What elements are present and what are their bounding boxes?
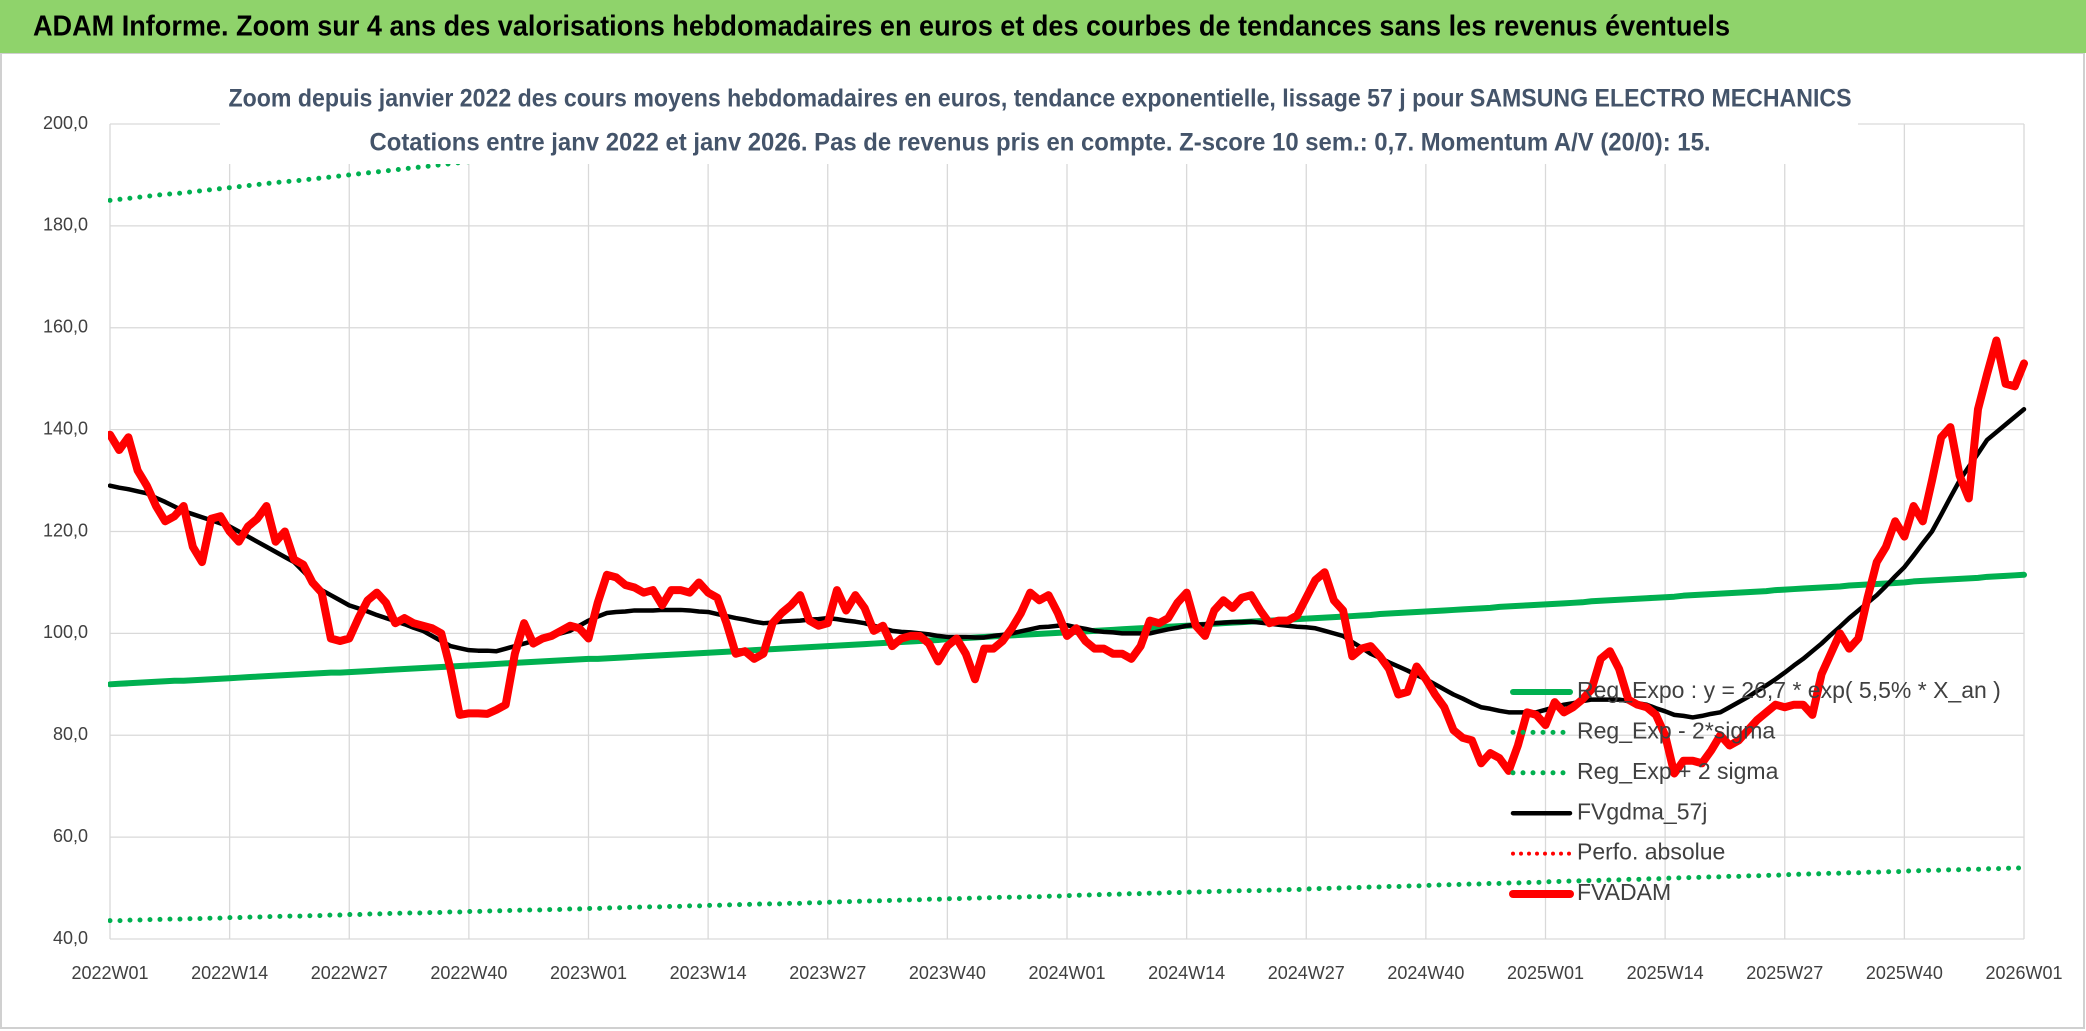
header-title: ADAM Informe. Zoom sur 4 ans des valoris… — [33, 11, 1730, 43]
y-tick-label: 200,0 — [43, 113, 88, 133]
legend-label: Perfo. absolue — [1577, 839, 1725, 865]
chart-title: Zoom depuis janvier 2022 des cours moyen… — [229, 85, 1852, 113]
x-tick-label: 2023W27 — [789, 963, 866, 983]
x-tick-label: 2023W01 — [550, 963, 627, 983]
x-tick-label: 2022W01 — [71, 963, 148, 983]
series-line — [108, 336, 2028, 778]
x-tick-label: 2024W01 — [1028, 963, 1105, 983]
x-tick-label: 2025W27 — [1746, 963, 1823, 983]
x-tick-label: 2024W27 — [1268, 963, 1345, 983]
x-tick-label: 2022W27 — [311, 963, 388, 983]
x-tick-label: 2026W01 — [1985, 963, 2062, 983]
legend-label: FVADAM — [1577, 879, 1671, 905]
x-tick-label: 2025W40 — [1866, 963, 1943, 983]
x-tick-label: 2023W40 — [909, 963, 986, 983]
y-tick-label: 40,0 — [53, 928, 88, 948]
y-tick-label: 160,0 — [43, 317, 88, 337]
legend-label: FVgdma_57j — [1577, 798, 1707, 824]
y-tick-label: 60,0 — [53, 826, 88, 846]
series-line — [108, 122, 846, 203]
y-tick-label: 80,0 — [53, 724, 88, 744]
x-tick-label: 2022W14 — [191, 963, 268, 983]
x-tick-label: 2024W14 — [1148, 963, 1225, 983]
axes: 40,0 60,0 80,0 100,0 120,0 140,0 160,0 180,0 200… — [43, 113, 2063, 983]
x-tick-label: 2025W01 — [1507, 963, 1584, 983]
legend-label: Reg_Exp + 2 sigma — [1577, 758, 1779, 784]
x-tick-label: 2025W14 — [1627, 963, 1704, 983]
y-tick-label: 100,0 — [43, 622, 88, 642]
y-tick-label: 120,0 — [43, 520, 88, 540]
series-line — [108, 865, 2027, 924]
title-box — [220, 80, 1858, 164]
legend-label: Reg_Exp - 2*sigma — [1577, 717, 1775, 743]
chart-subtitle: Cotations entre janv 2022 et janv 2026. … — [370, 129, 1711, 157]
chart-frame — [0, 52, 2085, 1029]
x-tick-label: 2023W14 — [670, 963, 747, 983]
plot-area — [108, 122, 2028, 924]
header-banner — [0, 0, 2086, 53]
y-tick-label: 140,0 — [43, 418, 88, 438]
x-tick-label: 2024W40 — [1387, 963, 1464, 983]
legend-label: Reg_Expo : y = 26,7 * exp( 5,5% * X_an ) — [1577, 677, 2001, 703]
legend: Reg_Expo : y = 26,7 * exp( 5,5% * X_an )… — [1509, 677, 2001, 905]
y-tick-label: 180,0 — [43, 215, 88, 235]
grid — [109, 123, 2025, 940]
x-tick-label: 2022W40 — [430, 963, 507, 983]
